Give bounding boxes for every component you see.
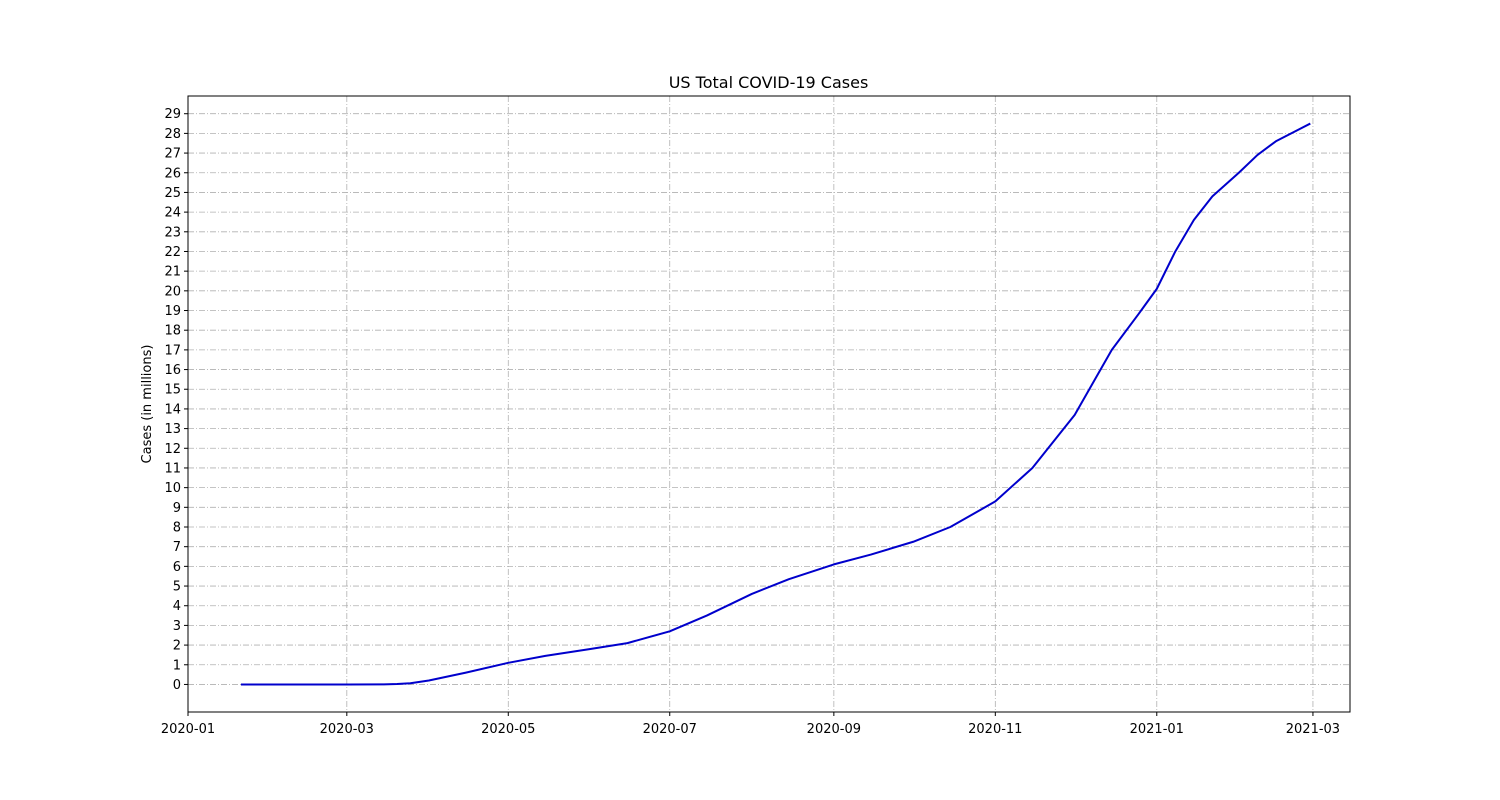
- x-tick-label: 2021-01: [1130, 722, 1184, 737]
- y-tick-label: 16: [164, 363, 181, 378]
- y-tick-label: 12: [164, 442, 181, 457]
- y-tick-label: 20: [164, 284, 181, 299]
- y-tick-label: 5: [173, 580, 181, 595]
- y-tick-label: 4: [173, 599, 181, 614]
- plot-area-frame: [187, 95, 1351, 713]
- y-tick-label: 7: [173, 540, 181, 555]
- x-tick-label: 2020-01: [161, 722, 215, 737]
- y-tick-label: 18: [164, 324, 181, 339]
- y-tick-label: 6: [173, 560, 181, 575]
- y-tick-label: 14: [164, 402, 181, 417]
- y-tick-label: 24: [164, 206, 181, 221]
- y-tick-label: 27: [164, 147, 181, 162]
- y-tick-label: 13: [164, 422, 181, 437]
- y-tick-label: 8: [173, 521, 181, 536]
- x-tick-label: 2020-07: [643, 722, 697, 737]
- axis-ticks: 0123456789101112131415161718192021222324…: [161, 107, 1340, 737]
- x-tick-label: 2020-09: [807, 722, 861, 737]
- y-tick-label: 19: [164, 304, 181, 319]
- y-tick-label: 21: [164, 265, 181, 280]
- y-tick-label: 25: [164, 186, 181, 201]
- y-tick-label: 0: [173, 678, 181, 693]
- y-tick-label: 26: [164, 166, 181, 181]
- grid: [187, 96, 1350, 712]
- y-tick-label: 22: [164, 245, 181, 260]
- x-tick-label: 2020-05: [481, 722, 535, 737]
- y-tick-label: 28: [164, 127, 181, 142]
- y-tick-label: 23: [164, 225, 181, 240]
- x-tick-label: 2020-11: [968, 722, 1022, 737]
- y-tick-label: 15: [164, 383, 181, 398]
- x-tick-label: 2021-03: [1286, 722, 1340, 737]
- y-tick-label: 1: [173, 658, 181, 673]
- y-tick-label: 11: [164, 461, 181, 476]
- y-tick-label: 17: [164, 343, 181, 358]
- y-tick-label: 2: [173, 639, 181, 654]
- y-tick-label: 3: [173, 619, 181, 634]
- y-axis-label: Cases (in millions): [140, 345, 155, 464]
- chart-title: US Total COVID-19 Cases: [669, 73, 869, 92]
- series-line: [240, 122, 1311, 686]
- y-tick-label: 9: [173, 501, 181, 516]
- series-layer: [240, 122, 1311, 686]
- y-tick-label: 10: [164, 481, 181, 496]
- x-tick-label: 2020-03: [320, 722, 374, 737]
- y-tick-label: 29: [164, 107, 181, 122]
